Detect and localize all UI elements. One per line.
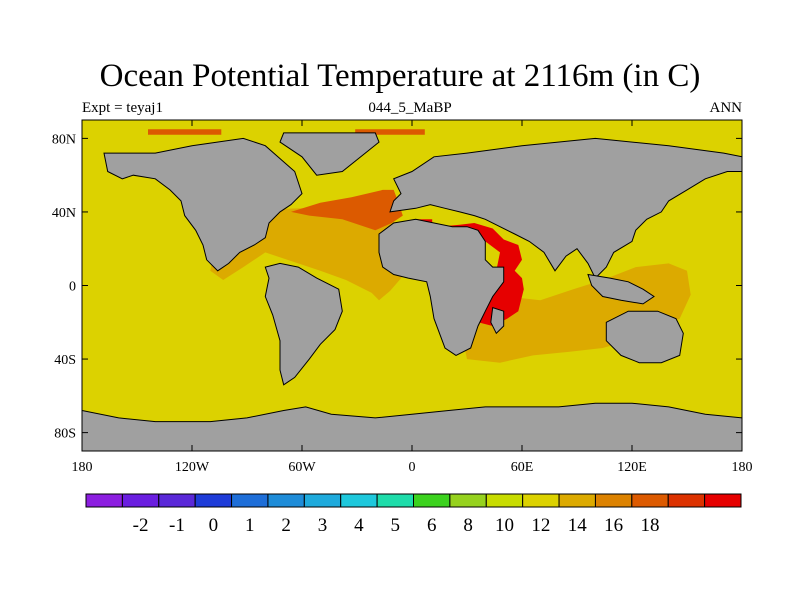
- colorbar-swatch: [158, 493, 196, 508]
- y-tick-label: 0: [69, 280, 76, 295]
- x-axis: 180 120W 60W 0 60E 120E 180: [72, 120, 753, 475]
- colorbar-label: 12: [531, 515, 550, 536]
- season-label: ANN: [709, 100, 743, 116]
- colorbar-swatch: [449, 493, 487, 508]
- colorbar-label: -2: [133, 515, 149, 536]
- colorbar-swatch: [340, 493, 378, 508]
- colorbar-swatch: [303, 493, 342, 508]
- arctic-warm-patch: [148, 129, 222, 135]
- y-axis: 80N 40N 0 40S 80S: [52, 132, 742, 442]
- madagascar: [490, 306, 505, 335]
- x-tick-label: 60W: [288, 460, 316, 475]
- colorbar-label: 14: [568, 515, 588, 536]
- colorbar-label: 8: [463, 515, 473, 536]
- x-tick-label: 180: [72, 460, 93, 475]
- time-label: 044_5_MaBP: [368, 100, 452, 116]
- colorbar-label: 10: [495, 515, 514, 536]
- colorbar-swatch: [194, 493, 233, 508]
- colorbar-label: 18: [641, 515, 660, 536]
- greenland: [279, 132, 380, 176]
- colorbar-swatch: [667, 493, 706, 508]
- colorbar: -2 -1 0 1 2 3 4 5 6 8 10 12 14 16 18: [85, 493, 742, 536]
- colorbar-swatch: [558, 493, 596, 508]
- experiment-label: Expt = teyaj1: [82, 100, 163, 116]
- map-title: Ocean Potential Temperature at 2116m (in…: [99, 58, 701, 94]
- colorbar-label: 0: [209, 515, 219, 536]
- colorbar-swatch: [485, 493, 524, 508]
- colorbar-label: 3: [318, 515, 328, 536]
- x-tick-label: 0: [409, 460, 416, 475]
- colorbar-label: 1: [245, 515, 255, 536]
- southeast-asia: [587, 273, 655, 305]
- x-tick-label: 120E: [617, 460, 647, 475]
- colorbar-label: 5: [391, 515, 401, 536]
- colorbar-label: 4: [354, 515, 364, 536]
- colorbar-swatch: [231, 493, 269, 508]
- colorbar-label: 2: [281, 515, 291, 536]
- colorbar-swatch: [704, 493, 742, 508]
- south-america: [264, 262, 343, 386]
- colorbar-swatch: [413, 493, 451, 508]
- eurasia: [389, 137, 742, 279]
- y-tick-label: 40S: [54, 353, 76, 368]
- land-masses: [82, 132, 742, 451]
- colorbar-swatch: [376, 493, 414, 508]
- colorbar-swatch: [631, 493, 669, 508]
- colorbar-swatch: [594, 493, 633, 508]
- colorbar-label: 16: [604, 515, 623, 536]
- x-tick-label: 60E: [511, 460, 534, 475]
- y-tick-label: 40N: [52, 206, 76, 221]
- tethys-warm: [415, 223, 524, 326]
- colorbar-swatch: [85, 493, 123, 508]
- colorbar-swatch: [121, 493, 160, 508]
- colorbar-label: 6: [427, 515, 437, 536]
- x-tick-label: 180: [732, 460, 753, 475]
- colorbar-swatch: [522, 493, 560, 508]
- colorbar-label: -1: [169, 515, 185, 536]
- x-tick-label: 120W: [175, 460, 210, 475]
- colorbar-swatch: [267, 493, 305, 508]
- north-america: [103, 137, 303, 272]
- australia: [605, 310, 684, 364]
- africa: [378, 218, 505, 356]
- y-tick-label: 80N: [52, 132, 76, 147]
- atlantic-north-warm: [291, 189, 403, 231]
- antarctica: [82, 402, 742, 451]
- y-tick-label: 80S: [54, 427, 76, 442]
